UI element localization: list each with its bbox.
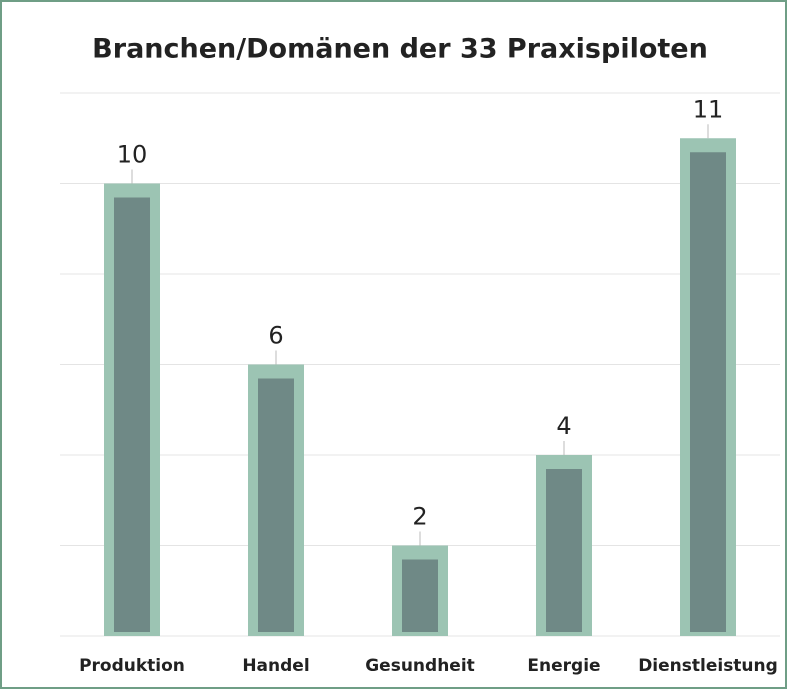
bar-inner [114, 197, 150, 632]
bar-inner [258, 378, 294, 632]
x-tick-label: Dienstleistung [638, 656, 778, 676]
x-tick-label: Energie [527, 656, 600, 676]
bar-inner [402, 559, 438, 632]
x-tick-label: Handel [242, 656, 309, 676]
data-label: 11 [693, 95, 724, 123]
data-label: 6 [268, 322, 283, 350]
data-label: 2 [412, 503, 427, 531]
bar-inner [546, 469, 582, 632]
x-tick-label: Gesundheit [365, 656, 475, 676]
bar-inner [690, 152, 726, 632]
data-label: 10 [117, 141, 148, 169]
chart-title: Branchen/Domänen der 33 Praxispiloten [92, 34, 708, 65]
data-label: 4 [556, 412, 571, 440]
x-tick-label: Produktion [79, 656, 185, 676]
